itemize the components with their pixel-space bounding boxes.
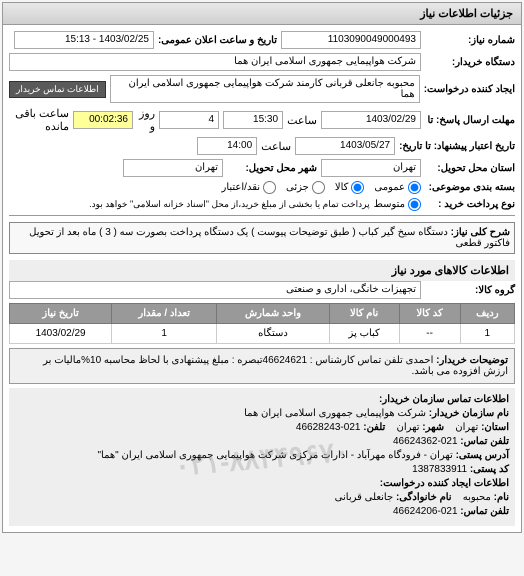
td-unit: دستگاه [217,324,330,344]
buyer-device-label: دستگاه خریدار: [425,57,515,68]
table-header-row: ردیف کد کالا نام کالا واحد شمارش تعداد /… [10,304,515,324]
c-state-label: استان: [481,422,509,433]
request-no-label: شماره نیاز: [425,35,515,46]
days-label: روز و [137,107,155,133]
payment-type-label: نوع پرداخت خرید : [425,199,515,210]
buyer-device-field: شرکت هواپیمایی جمهوری اسلامی ایران هما [9,53,421,71]
need-title-label: شرح کلی نیاز: [451,227,510,238]
radio-goods[interactable]: کالا [335,181,365,194]
radio-partial-input[interactable] [312,181,325,194]
radio-credit-input[interactable] [263,181,276,194]
deadline-time-field: 15:30 [223,111,283,129]
contact-info-button[interactable]: اطلاعات تماس خریدار [9,81,106,98]
budget-label: بسته بندی موضوعی: [425,182,515,193]
c-name-label: نام: [494,492,509,503]
goods-table: ردیف کد کالا نام کالا واحد شمارش تعداد /… [9,303,515,344]
deadline-date-field: 1403/02/29 [321,111,421,129]
request-no-field: 1103090049000493 [281,31,421,49]
c-name: محبوبه [463,492,491,503]
city-label: شهر محل تحویل: [227,163,317,174]
validity-label: تاریخ اعتبار پیشنهاد: تا تاریخ: [399,141,515,152]
goods-section-title: اطلاعات کالاهای مورد نیاز [9,260,515,281]
table-row: 1 -- کباب پز دستگاه 1 1403/02/29 [10,324,515,344]
c-state: تهران [455,422,478,433]
c-phone: 021-46628243 [296,422,361,433]
contact-section-title: اطلاعات تماس سازمان خریدار: [379,394,509,405]
c-postal: 1387833911 [412,464,467,475]
td-code: -- [399,324,460,344]
th-qty: تعداد / مقدار [112,304,217,324]
payment-radio-group: متوسط [374,198,421,211]
budget-radio-group: عمومی کالا جزئی نقد/اعتبار [222,181,421,194]
deadline-label: مهلت ارسال پاسخ: تا [425,115,515,126]
c-postal-label: کد پستی: [470,464,509,475]
th-code: کد کالا [399,304,460,324]
time-label-2: ساعت [261,140,291,153]
panel-title: جزئیات اطلاعات نیاز [3,3,521,25]
c-phone2: 021-46624206 [393,506,458,517]
th-date: تاریخ نیاز [10,304,112,324]
th-name: نام کالا [329,304,399,324]
group-label: گروه کالا: [425,285,515,296]
buyer-desc-box: توضیحات خریدار: احمدی تلفن تماس کارشناس … [9,348,515,384]
radio-medium[interactable]: متوسط [374,198,421,211]
c-city: تهران [396,422,419,433]
c-address: تهران - فرودگاه مهرآباد - ادارات مرکزی ش… [98,450,453,461]
td-name: کباب پز [329,324,399,344]
c-phone2-label: تلفن تماس: [460,506,509,517]
need-title-box: شرح کلی نیاز: دستگاه سیخ گیر کباب ( طبق … [9,222,515,254]
c-family: جانعلی قربانی [335,492,394,503]
c-phone-label: تلفن: [363,422,385,433]
announce-label: تاریخ و ساعت اعلان عمومی: [158,35,277,46]
payment-note: پرداخت تمام یا بخشی از مبلغ خرید،از محل … [89,199,369,210]
td-qty: 1 [112,324,217,344]
radio-partial[interactable]: جزئی [286,181,325,194]
details-panel: جزئیات اطلاعات نیاز شماره نیاز: 11030900… [2,2,522,533]
c-fax: 021-46624362 [393,436,458,447]
org-value: شرکت هواپیمایی جمهوری اسلامی ایران هما [244,408,426,419]
c-fax-label: تلفن تماس: [460,436,509,447]
th-unit: واحد شمارش [217,304,330,324]
th-row: ردیف [460,304,514,324]
c-family-label: نام خانوادگی: [396,492,452,503]
creator-label: ایجاد کننده درخواست: [424,84,515,95]
creator-section-title: اطلاعات ایجاد کننده درخواست: [380,478,509,489]
creator-field: محبوبه جانعلی قربانی کارمند شرکت هواپیما… [110,75,420,103]
remaining-time-field: 00:02:36 [73,111,133,129]
c-address-label: آدرس پستی: [456,450,509,461]
province-field: تهران [321,159,421,177]
validity-date-field: 1403/05/27 [295,137,395,155]
remaining-label: ساعت باقی مانده [9,107,69,133]
need-title-text: دستگاه سیخ گیر کباب ( طبق توضیحات پیوست … [29,227,510,249]
group-field: تجهیزات خانگی، اداری و صنعتی [9,281,421,299]
org-label: نام سازمان خریدار: [429,408,509,419]
contact-section: اطلاعات تماس سازمان خریدار: نام سازمان خ… [9,388,515,526]
c-city-label: شهر: [422,422,444,433]
td-row: 1 [460,324,514,344]
buyer-desc-label: توضیحات خریدار: [436,355,508,366]
td-date: 1403/02/29 [10,324,112,344]
radio-general-input[interactable] [408,181,421,194]
radio-goods-input[interactable] [351,181,364,194]
province-label: استان محل تحویل: [425,163,515,174]
time-label-1: ساعت [287,114,317,127]
announce-field: 1403/02/25 - 15:13 [14,31,154,49]
radio-medium-input[interactable] [408,198,421,211]
radio-general[interactable]: عمومی [374,181,421,194]
remaining-days-field: 4 [159,111,219,129]
city-field: تهران [123,159,223,177]
validity-time-field: 14:00 [197,137,257,155]
radio-credit[interactable]: نقد/اعتبار [222,181,277,194]
